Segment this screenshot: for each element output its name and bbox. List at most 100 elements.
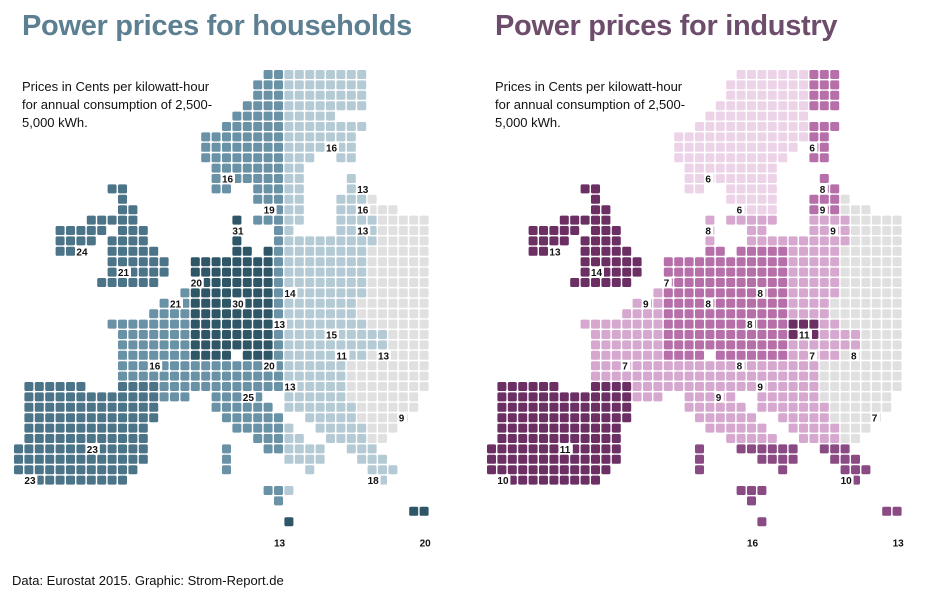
households-tile	[180, 319, 190, 329]
industry-tile	[747, 246, 756, 256]
industry-value-label-bg	[704, 297, 714, 309]
households-tile	[409, 319, 419, 329]
households-tile	[398, 330, 408, 339]
households-tile	[107, 267, 117, 277]
industry-tile	[507, 402, 517, 412]
industry-tile	[684, 382, 694, 391]
households-tile	[284, 236, 294, 246]
households-tile	[55, 465, 65, 475]
households-tile	[357, 278, 367, 287]
households-tile	[34, 392, 44, 402]
households-tile	[149, 382, 159, 391]
households-tile	[294, 163, 304, 173]
households-tile	[315, 361, 325, 371]
industry-tile	[819, 361, 829, 371]
industry-tile	[799, 90, 808, 100]
households-tile	[419, 257, 429, 267]
industry-tile	[767, 382, 777, 391]
households-tile	[138, 371, 148, 381]
industry-tile	[622, 278, 632, 287]
households-tile	[24, 382, 34, 391]
households-tile	[86, 465, 96, 475]
households-tile	[294, 174, 304, 183]
households-tile	[284, 153, 294, 163]
industry-tile	[643, 392, 652, 402]
households-tile	[97, 226, 107, 235]
households-tile	[326, 257, 335, 267]
households-tile	[222, 319, 231, 329]
households-tile	[336, 215, 346, 225]
households-tile	[107, 465, 117, 475]
households-tile	[419, 506, 429, 516]
households-tile	[201, 382, 211, 391]
industry-tile	[726, 122, 736, 131]
households-tile	[97, 454, 107, 464]
industry-tile	[653, 382, 663, 391]
industry-tile	[788, 392, 798, 402]
industry-tile	[497, 465, 507, 475]
households-tile	[326, 423, 335, 433]
households-tile	[294, 330, 304, 339]
industry-tile	[892, 215, 902, 225]
industry-tile	[632, 382, 642, 391]
households-tile	[284, 246, 294, 256]
households-tile	[232, 330, 242, 339]
industry-tile	[736, 350, 746, 360]
industry-tile	[830, 246, 840, 256]
households-tile	[336, 122, 346, 131]
industry-tile	[851, 340, 860, 350]
industry-tile	[778, 257, 788, 267]
industry-tile	[747, 413, 756, 423]
households-tile	[315, 423, 325, 433]
industry-tile	[767, 80, 777, 90]
industry-tile	[830, 382, 840, 391]
industry-tile	[632, 319, 642, 329]
households-tile	[232, 246, 242, 256]
households-tile	[222, 465, 231, 475]
households-tile	[138, 413, 148, 423]
households-tile	[222, 382, 231, 391]
households-tile	[149, 340, 159, 350]
industry-tile	[580, 267, 590, 277]
households-subtitle: Prices in Cents per kilowatt-hour for an…	[22, 79, 213, 130]
industry-tile	[622, 402, 632, 412]
households-tile	[253, 434, 263, 443]
households-tile	[419, 278, 429, 287]
households-tile	[128, 236, 138, 246]
households-tile	[315, 267, 325, 277]
industry-tile	[674, 361, 684, 371]
industry-tile	[747, 122, 756, 131]
households-tile	[253, 309, 263, 319]
households-tile	[118, 215, 127, 225]
industry-tile	[591, 278, 600, 287]
households-tile	[305, 361, 315, 371]
industry-tile	[861, 361, 871, 371]
industry-tile	[518, 454, 528, 464]
industry-tile	[715, 413, 725, 423]
industry-tile	[507, 392, 517, 402]
industry-tile	[653, 350, 663, 360]
industry-tile	[809, 194, 819, 204]
households-value-label-bg	[273, 318, 287, 330]
industry-tile	[715, 382, 725, 391]
households-tile	[159, 350, 169, 360]
industry-tile	[643, 319, 652, 329]
households-tile	[76, 402, 86, 412]
industry-tile	[611, 382, 621, 391]
industry-tile	[757, 101, 767, 111]
households-tile	[294, 215, 304, 225]
households-tile	[315, 257, 325, 267]
households-tile	[86, 475, 96, 485]
households-tile	[388, 382, 398, 391]
industry-tile	[819, 174, 829, 183]
households-tile	[138, 434, 148, 443]
industry-tile	[830, 257, 840, 267]
industry-tile	[518, 465, 528, 475]
industry-tile	[695, 132, 704, 142]
industry-tile	[819, 413, 829, 423]
industry-tile	[747, 205, 756, 215]
industry-tile	[736, 111, 746, 121]
households-tile	[232, 278, 242, 287]
households-tile	[14, 465, 23, 475]
households-tile	[336, 70, 346, 79]
